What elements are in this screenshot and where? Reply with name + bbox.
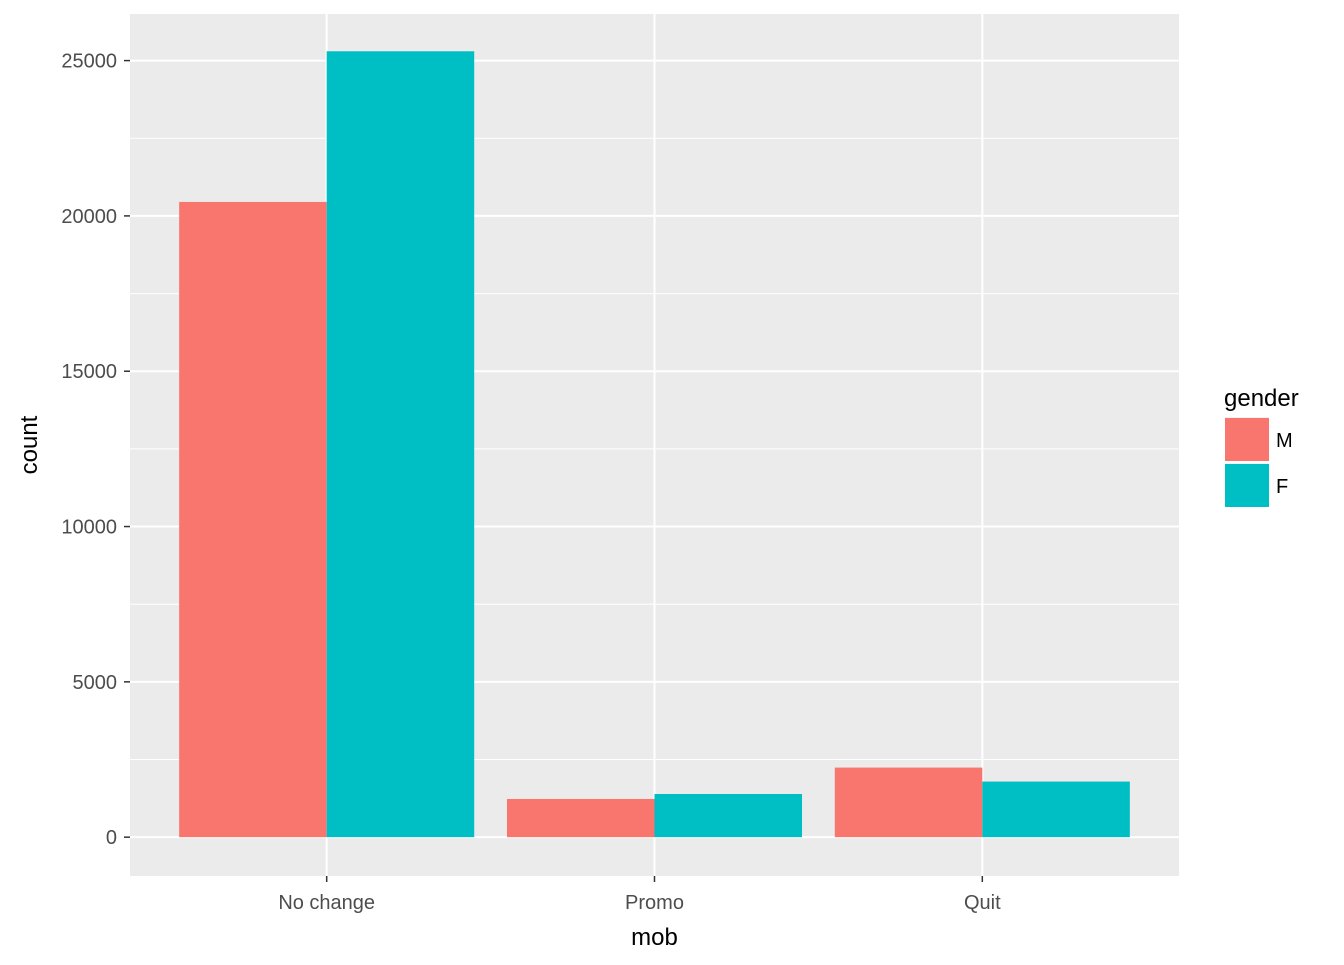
- x-axis: No change Promo Quit: [278, 876, 1001, 914]
- bar-f-promo: [654, 793, 803, 838]
- x-axis-title: mob: [631, 924, 678, 951]
- legend-title: gender: [1224, 385, 1299, 412]
- legend-swatch-f: [1225, 464, 1269, 507]
- legend: gender MF: [1224, 385, 1299, 507]
- y-tick-label: 5000: [73, 672, 118, 694]
- y-tick-label: 20000: [61, 206, 117, 228]
- y-axis: 0 5000 10000 15000 20000 25000: [61, 51, 130, 849]
- legend-swatch-m: [1225, 418, 1269, 461]
- bars: [179, 51, 1130, 838]
- bar-m-quit: [834, 767, 983, 838]
- y-tick-label: 25000: [61, 51, 117, 73]
- bar-m-promo: [506, 798, 655, 838]
- y-tick-label: 15000: [61, 361, 117, 383]
- legend-label-m: M: [1276, 430, 1293, 452]
- y-tick-label: 0: [106, 827, 117, 849]
- x-tick-label: Promo: [625, 892, 684, 914]
- legend-items: MF: [1225, 417, 1293, 507]
- bar-f-no-change: [326, 51, 475, 838]
- y-axis-title: count: [16, 415, 43, 474]
- legend-label-f: F: [1276, 476, 1288, 498]
- x-tick-label: Quit: [964, 892, 1001, 914]
- y-tick-label: 10000: [61, 517, 117, 539]
- bar-f-quit: [982, 781, 1130, 838]
- bar-m-no-change: [179, 201, 327, 838]
- x-tick-label: No change: [278, 892, 375, 914]
